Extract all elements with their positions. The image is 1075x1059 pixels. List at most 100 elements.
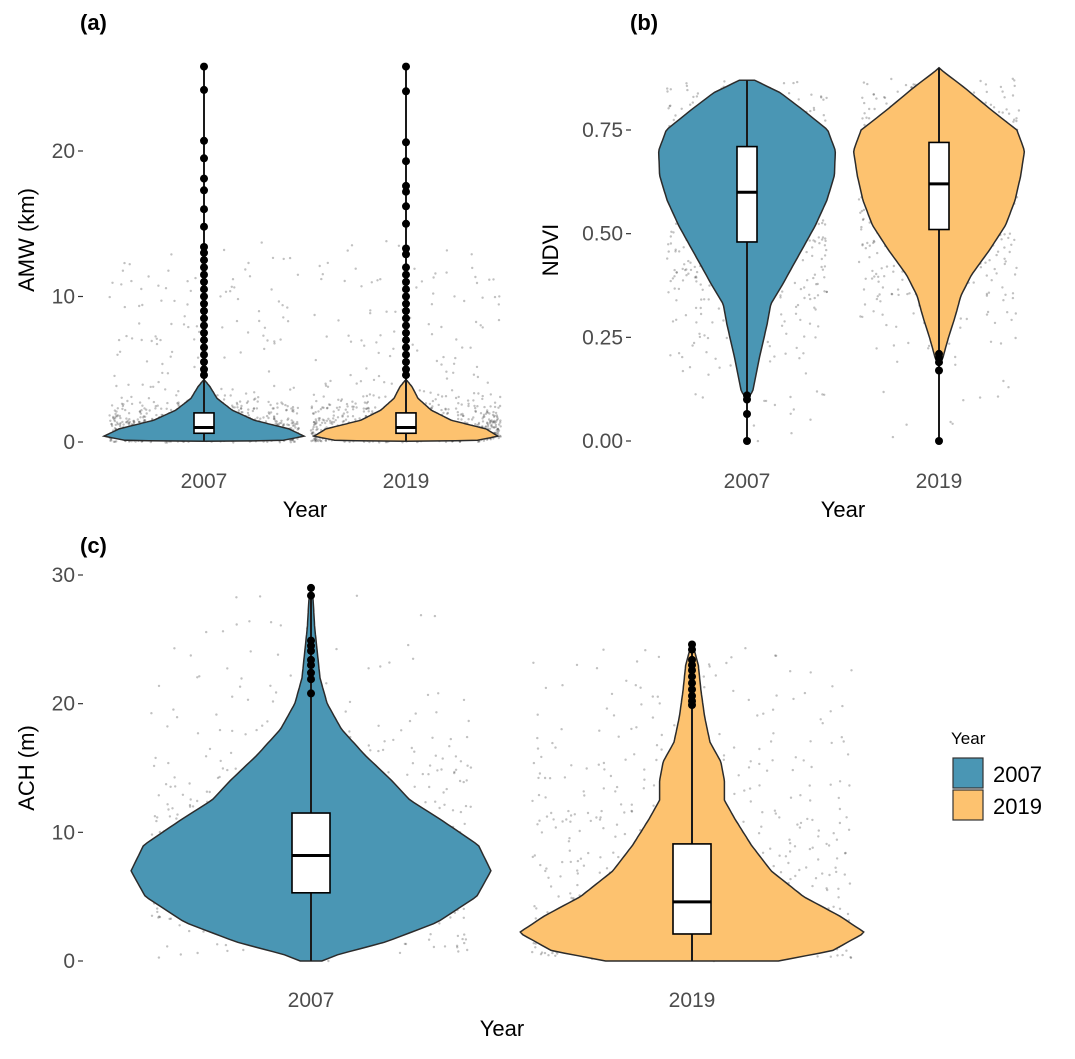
jitter-point bbox=[296, 273, 300, 276]
jitter-point bbox=[959, 326, 962, 329]
jitter-point bbox=[482, 413, 486, 416]
jitter-point bbox=[814, 308, 817, 311]
jitter-point bbox=[369, 309, 372, 312]
jitter-point bbox=[433, 614, 437, 618]
jitter-point bbox=[863, 303, 867, 306]
jitter-point bbox=[488, 427, 492, 430]
jitter-point bbox=[124, 408, 127, 412]
jitter-point bbox=[218, 775, 221, 779]
jitter-point bbox=[461, 937, 464, 941]
jitter-point bbox=[365, 402, 368, 405]
outlier-point bbox=[688, 645, 696, 654]
jitter-point bbox=[892, 344, 896, 347]
jitter-point bbox=[489, 420, 492, 423]
jitter-point bbox=[404, 942, 408, 946]
jitter-points-a bbox=[108, 227, 502, 444]
jitter-point bbox=[551, 741, 554, 745]
jitter-point bbox=[238, 400, 242, 403]
jitter-point bbox=[1010, 318, 1013, 322]
jitter-point bbox=[705, 351, 708, 354]
jitter-point bbox=[707, 298, 710, 301]
x-tick-c-2019: 2019 bbox=[669, 989, 716, 1012]
jitter-point bbox=[544, 869, 547, 873]
legend-title: Year bbox=[951, 729, 986, 748]
jitter-point bbox=[452, 371, 455, 374]
jitter-point bbox=[156, 907, 159, 910]
jitter-point bbox=[265, 414, 269, 418]
jitter-point bbox=[995, 272, 998, 275]
outlier-point bbox=[200, 174, 208, 183]
jitter-point bbox=[481, 394, 484, 398]
jitter-point bbox=[112, 418, 116, 421]
legend-label-2019: 2019 bbox=[993, 794, 1042, 819]
jitter-point bbox=[127, 422, 130, 425]
jitter-point bbox=[782, 82, 786, 85]
outlier-point bbox=[743, 410, 751, 418]
jitter-point bbox=[451, 809, 455, 812]
jitter-point bbox=[615, 823, 619, 826]
violins-b bbox=[657, 66, 1026, 445]
jitter-point bbox=[756, 714, 759, 717]
jitter-point bbox=[430, 333, 434, 336]
jitter-point bbox=[427, 323, 430, 326]
jitter-point bbox=[701, 396, 704, 399]
jitter-point bbox=[328, 419, 332, 422]
jitter-point bbox=[487, 423, 490, 426]
jitter-point bbox=[249, 650, 252, 653]
violins-a bbox=[101, 62, 500, 443]
jitter-point bbox=[147, 275, 150, 278]
jitter-point bbox=[230, 285, 233, 288]
jitter-point bbox=[848, 882, 852, 885]
outlier-point bbox=[307, 583, 315, 592]
jitter-point bbox=[429, 391, 432, 394]
jitter-point bbox=[281, 304, 284, 307]
jitter-point bbox=[367, 667, 370, 670]
jitter-point bbox=[109, 439, 112, 442]
jitter-point bbox=[456, 414, 460, 417]
jitter-point bbox=[236, 297, 240, 301]
outlier-point bbox=[200, 243, 208, 251]
jitter-point bbox=[138, 410, 142, 413]
jitter-point bbox=[362, 407, 365, 410]
jitter-point bbox=[474, 409, 477, 413]
jitter-point bbox=[377, 396, 381, 399]
jitter-point bbox=[255, 728, 258, 732]
jitter-point bbox=[812, 239, 815, 242]
jitter-point bbox=[132, 419, 135, 422]
jitter-point bbox=[276, 412, 279, 416]
jitter-point bbox=[280, 421, 283, 425]
jitter-point bbox=[875, 347, 878, 350]
jitter-point bbox=[289, 388, 292, 391]
jitter-point bbox=[549, 885, 553, 888]
jitter-point bbox=[691, 344, 694, 347]
jitter-point bbox=[432, 292, 435, 295]
jitter-point bbox=[779, 294, 782, 297]
jitter-point bbox=[430, 303, 434, 306]
jitter-point bbox=[154, 756, 157, 760]
outlier-point bbox=[935, 366, 943, 375]
jitter-point bbox=[160, 407, 163, 410]
jitter-point bbox=[703, 298, 706, 301]
jitter-point bbox=[912, 312, 915, 315]
jitter-point bbox=[655, 758, 658, 762]
jitter-point bbox=[124, 421, 128, 424]
jitter-point bbox=[179, 953, 182, 956]
jitter-point bbox=[1003, 96, 1006, 99]
jitter-point bbox=[259, 417, 262, 420]
jitter-point bbox=[323, 419, 326, 422]
jitter-point bbox=[651, 695, 654, 698]
jitter-point bbox=[655, 744, 659, 747]
jitter-point bbox=[1007, 236, 1010, 240]
jitter-point bbox=[418, 389, 421, 392]
jitter-point bbox=[698, 332, 701, 335]
jitter-point bbox=[314, 418, 317, 421]
jitter-point bbox=[860, 225, 863, 229]
jitter-point bbox=[273, 416, 276, 419]
jitter-point bbox=[286, 418, 289, 421]
jitter-point bbox=[838, 821, 842, 825]
jitter-point bbox=[354, 267, 357, 270]
jitter-point bbox=[235, 319, 239, 323]
jitter-point bbox=[881, 286, 885, 289]
jitter-point bbox=[1011, 296, 1015, 300]
